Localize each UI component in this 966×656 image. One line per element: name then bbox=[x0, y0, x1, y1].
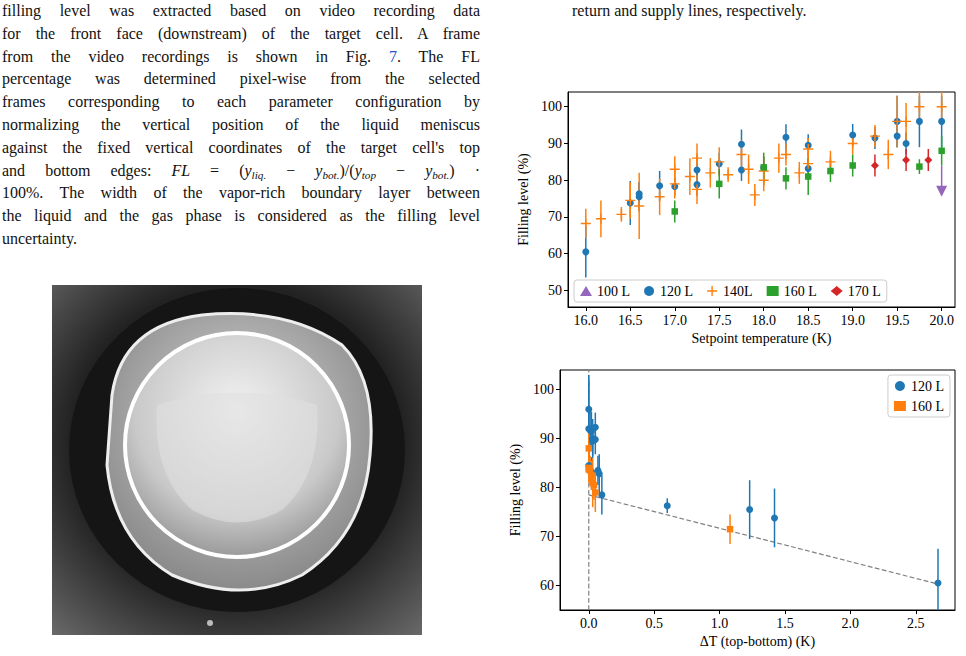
svg-text:100: 100 bbox=[541, 99, 562, 114]
svg-text:0.5: 0.5 bbox=[645, 616, 663, 631]
svg-text:170 L: 170 L bbox=[848, 284, 881, 299]
html-text:against the fixed vertical coo: against the fixed vertical coordinates o… bbox=[2, 138, 480, 156]
svg-text:160 L: 160 L bbox=[784, 284, 817, 299]
svg-text:16.5: 16.5 bbox=[618, 313, 643, 328]
svg-text:16.0: 16.0 bbox=[574, 313, 599, 328]
svg-text:ΔT (top-bottom) (K): ΔT (top-bottom) (K) bbox=[700, 634, 816, 650]
svg-text:100: 100 bbox=[533, 382, 554, 397]
html-text:frames corresponding to each p: frames corresponding to each parameter c… bbox=[2, 93, 480, 111]
svg-text:19.0: 19.0 bbox=[840, 313, 865, 328]
svg-text:60: 60 bbox=[548, 246, 562, 261]
svg-text:2.0: 2.0 bbox=[842, 616, 860, 631]
html-text:filling level was extracted ba: filling level was extracted based on vid… bbox=[2, 2, 480, 19]
svg-text:2.5: 2.5 bbox=[907, 616, 925, 631]
svg-text:90: 90 bbox=[540, 431, 554, 446]
svg-text:18.5: 18.5 bbox=[796, 313, 821, 328]
svg-text:1.5: 1.5 bbox=[776, 616, 794, 631]
svg-text:Setpoint temperature (K): Setpoint temperature (K) bbox=[692, 331, 832, 347]
svg-text:70: 70 bbox=[540, 529, 554, 544]
svg-text:Filling level (%): Filling level (%) bbox=[516, 153, 532, 246]
html-text:and bottom edges: FL = (yliq.−: and bottom edges: FL = (yliq.− ybot.)/(y… bbox=[2, 161, 480, 181]
svg-text:1.0: 1.0 bbox=[711, 616, 729, 631]
svg-text:140L: 140L bbox=[723, 284, 753, 299]
svg-text:50: 50 bbox=[548, 283, 562, 298]
html-text:from the video recordings is s: from the video recordings is shown in Fi… bbox=[2, 47, 480, 65]
svg-text:90: 90 bbox=[548, 136, 562, 151]
svg-text:120 L: 120 L bbox=[911, 379, 944, 394]
svg-text:120 L: 120 L bbox=[660, 284, 693, 299]
svg-text:17.5: 17.5 bbox=[707, 313, 732, 328]
html-text:for the front face (downstream: for the front face (downstream) of the t… bbox=[2, 24, 480, 42]
svg-text:80: 80 bbox=[540, 480, 554, 495]
svg-text:70: 70 bbox=[548, 209, 562, 224]
html-text:the liquid and the gas phase i: the liquid and the gas phase is consider… bbox=[2, 207, 480, 225]
svg-text:0.0: 0.0 bbox=[580, 616, 598, 631]
html-text:return and supply lines, respe: return and supply lines, respectively. bbox=[572, 2, 807, 19]
html-text:percentage was determined pixe: percentage was determined pixel-wise fro… bbox=[2, 70, 480, 88]
svg-text:20.0: 20.0 bbox=[929, 313, 954, 328]
html-text:uncertainty.: uncertainty. bbox=[2, 230, 77, 247]
svg-text:80: 80 bbox=[548, 173, 562, 188]
html-text:100%. The width of the vapor-r: 100%. The width of the vapor-rich bounda… bbox=[2, 184, 480, 202]
svg-text:100 L: 100 L bbox=[597, 284, 630, 299]
svg-text:19.5: 19.5 bbox=[885, 313, 910, 328]
svg-text:60: 60 bbox=[540, 578, 554, 593]
svg-text:160 L: 160 L bbox=[911, 399, 944, 414]
svg-text:18.0: 18.0 bbox=[751, 313, 776, 328]
svg-text:17.0: 17.0 bbox=[663, 313, 688, 328]
html-text:normalizing the vertical posit: normalizing the vertical position of the… bbox=[2, 116, 480, 133]
svg-text:Filling level (%): Filling level (%) bbox=[508, 443, 524, 536]
